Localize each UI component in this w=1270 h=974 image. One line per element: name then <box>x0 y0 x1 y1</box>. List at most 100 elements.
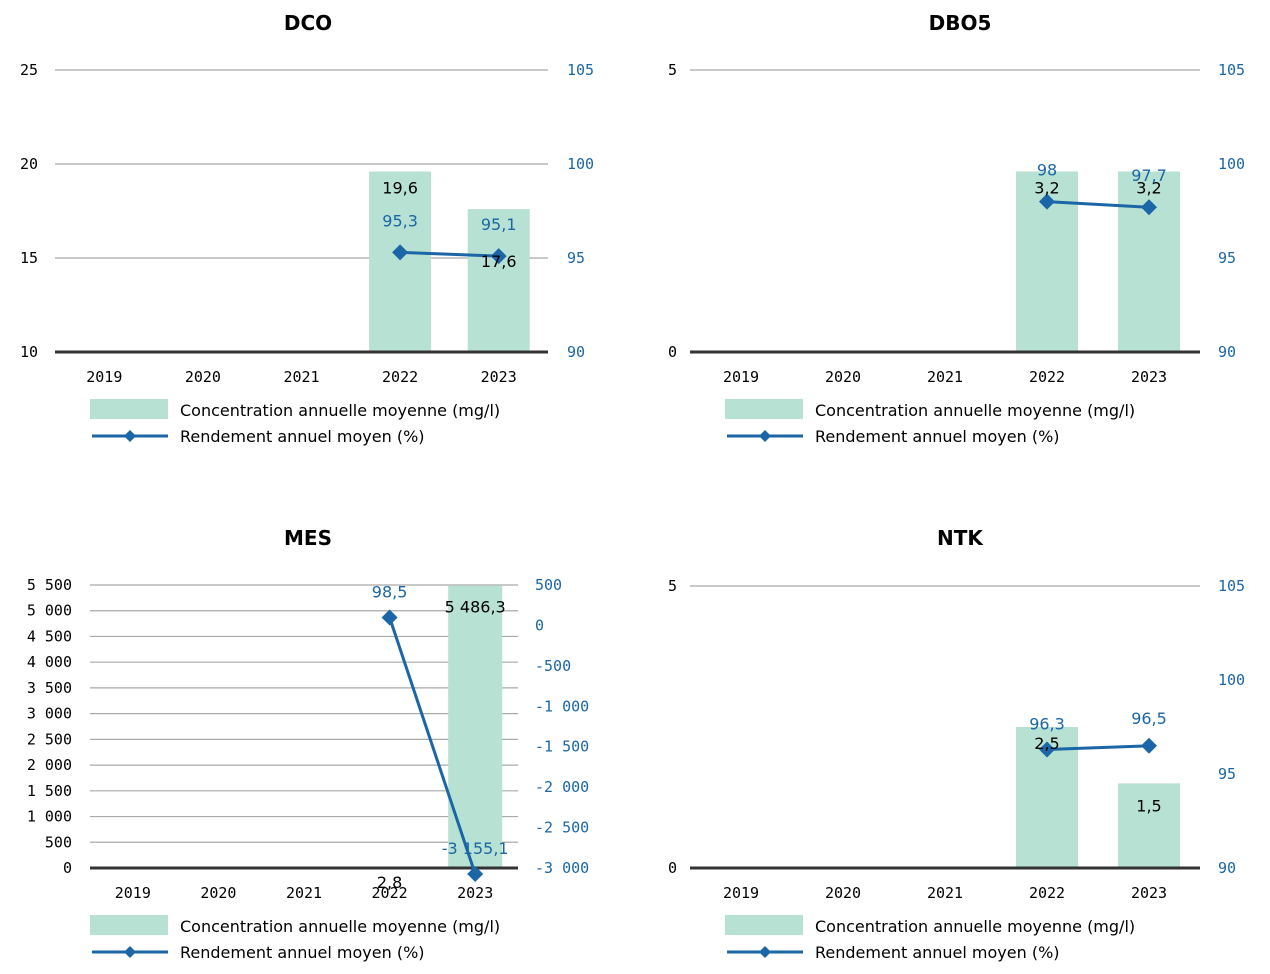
line-data-label: 98 <box>1037 161 1057 180</box>
right-tick-label: 95 <box>1218 249 1236 267</box>
legend-line-marker <box>759 430 771 442</box>
x-tick-label: 2021 <box>927 884 963 902</box>
series-line <box>388 616 477 875</box>
chart-title: NTK <box>937 526 984 550</box>
legend-bar-swatch <box>725 915 803 935</box>
x-tick-label: 2021 <box>283 368 319 386</box>
line-point-2022 <box>392 244 409 261</box>
chart-title: DCO <box>284 11 332 35</box>
legend-line-marker <box>124 946 136 958</box>
line-point-2022 <box>381 609 398 626</box>
line-data-label: 98,5 <box>372 582 408 601</box>
chart-svg: MES 0 500 1 000 1 500 2 000 2 500 3 000 3 500 4 0… <box>27 526 589 962</box>
left-tick-label: 1 000 <box>27 808 72 826</box>
right-tick-label: 0 <box>535 616 544 634</box>
bar-data-label: 19,6 <box>382 179 418 198</box>
bar-2023 <box>467 209 530 352</box>
left-tick-label: 15 <box>20 249 38 267</box>
bar-data-label: 1,5 <box>1136 796 1161 815</box>
left-tick-label: 0 <box>63 859 72 877</box>
bar-data-label: 3,2 <box>1136 179 1161 198</box>
legend-bar-swatch <box>90 915 168 935</box>
x-tick-label: 2020 <box>200 884 236 902</box>
left-tick-label: 4 000 <box>27 653 72 671</box>
left-tick-label: 1 500 <box>27 782 72 800</box>
x-tick-label: 2023 <box>1131 368 1167 386</box>
left-tick-label: 2 000 <box>27 756 72 774</box>
right-tick-label: 100 <box>567 155 594 173</box>
legend-bar-label: Concentration annuelle moyenne (mg/l) <box>180 401 500 420</box>
left-tick-label: 0 <box>668 859 677 877</box>
line-data-label: 96,5 <box>1131 709 1167 728</box>
left-tick-label: 0 <box>668 343 677 361</box>
legend-bar-label: Concentration annuelle moyenne (mg/l) <box>815 917 1135 936</box>
right-tick-label: 105 <box>1218 577 1245 595</box>
bar-data-label: 17,6 <box>481 252 517 271</box>
right-tick-label: -3 000 <box>535 859 589 877</box>
legend-bar-swatch <box>725 399 803 419</box>
right-tick-label: 500 <box>535 576 562 594</box>
chart-svg: DBO5 0 5 90 95 100 105 2019 2020 2021 2022 2023 3,2 3… <box>668 11 1245 446</box>
x-tick-label: 2022 <box>382 368 418 386</box>
bar-2023 <box>1118 783 1180 868</box>
left-tick-label: 2 500 <box>27 730 72 748</box>
x-tick-label: 2022 <box>372 884 408 902</box>
right-tick-label: 95 <box>567 249 585 267</box>
line-data-label: 95,1 <box>481 215 517 234</box>
x-tick-label: 2023 <box>1131 884 1167 902</box>
x-tick-label: 2020 <box>185 368 221 386</box>
line-point-2022 <box>1039 741 1055 758</box>
x-tick-label: 2023 <box>457 884 493 902</box>
bar-2023 <box>448 585 503 868</box>
bar-data-label: 2,5 <box>1034 734 1059 753</box>
chart-title: MES <box>284 526 332 550</box>
line-point-2023 <box>490 248 507 265</box>
bar-data-label: 2,8 <box>377 873 402 892</box>
chart-svg: NTK 0 5 90 95 100 105 2019 2020 2021 2022 2023 2,5 1,… <box>668 526 1245 962</box>
right-tick-label: 100 <box>1218 155 1245 173</box>
right-tick-label: -1 000 <box>535 697 589 715</box>
x-tick-label: 2022 <box>1029 884 1065 902</box>
x-tick-label: 2021 <box>927 368 963 386</box>
left-tick-label: 3 500 <box>27 679 72 697</box>
x-tick-label: 2023 <box>481 368 517 386</box>
legend-line-label: Rendement annuel moyen (%) <box>180 943 425 962</box>
line-point-2023 <box>467 866 484 882</box>
legend-line-label: Rendement annuel moyen (%) <box>815 943 1060 962</box>
legend-line-label: Rendement annuel moyen (%) <box>815 427 1060 446</box>
line-data-label: 95,3 <box>382 211 418 230</box>
right-tick-label: 95 <box>1218 765 1236 783</box>
series-line <box>1046 200 1150 209</box>
series-line <box>1046 744 1150 752</box>
right-tick-label: 100 <box>1218 671 1245 689</box>
right-tick-label: 90 <box>567 343 585 361</box>
left-tick-label: 500 <box>45 833 72 851</box>
x-tick-label: 2019 <box>723 368 759 386</box>
line-point-2022 <box>1039 193 1055 210</box>
chart-mes: MES 0 500 1 000 1 500 2 000 2 500 3 000 3 500 4 0… <box>0 487 635 974</box>
chart-title: DBO5 <box>929 11 992 35</box>
line-data-label: -3 155,1 <box>442 839 509 858</box>
x-tick-label: 2021 <box>286 884 322 902</box>
line-data-label: 96,3 <box>1029 715 1065 734</box>
line-point-2023 <box>1141 737 1157 754</box>
chart-ntk: NTK 0 5 90 95 100 105 2019 2020 2021 2022 2023 2,5 1,… <box>635 487 1270 974</box>
left-tick-label: 5 <box>668 61 677 79</box>
right-tick-label: 90 <box>1218 859 1236 877</box>
right-tick-label: 105 <box>1218 61 1245 79</box>
right-tick-label: -500 <box>535 657 571 675</box>
line-point-2023 <box>1141 199 1157 216</box>
left-tick-label: 4 500 <box>27 627 72 645</box>
bar-2022 <box>369 171 432 352</box>
legend-bar-label: Concentration annuelle moyenne (mg/l) <box>180 917 500 936</box>
left-tick-label: 5 000 <box>27 602 72 620</box>
bar-2023 <box>1118 171 1180 352</box>
right-tick-label: 105 <box>567 61 594 79</box>
x-tick-label: 2019 <box>723 884 759 902</box>
left-tick-label: 10 <box>20 343 38 361</box>
left-tick-label: 20 <box>20 155 38 173</box>
legend-line-label: Rendement annuel moyen (%) <box>180 427 425 446</box>
x-tick-label: 2022 <box>1029 368 1065 386</box>
x-tick-label: 2019 <box>115 884 151 902</box>
